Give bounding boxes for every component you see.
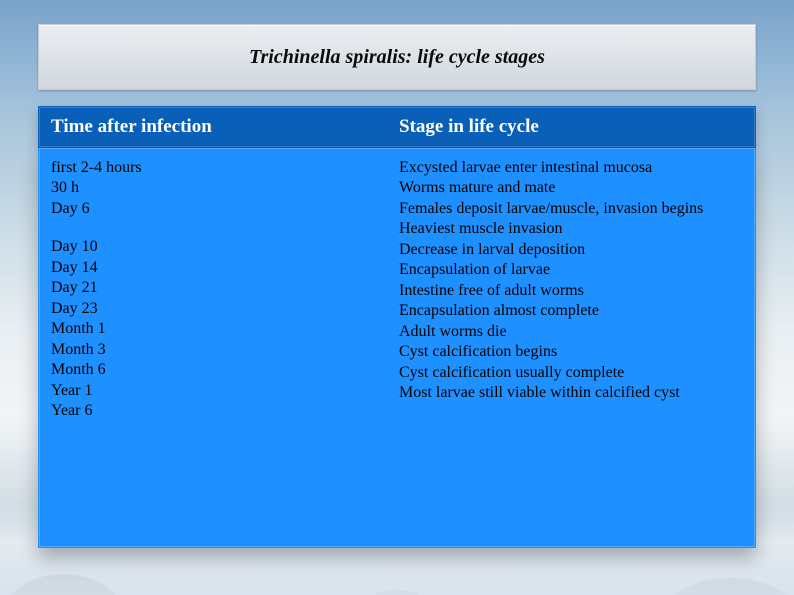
- table-body-row: first 2-4 hours 30 h Day 6 Day 10 Day 14…: [38, 148, 756, 548]
- time-cell: Day 10: [51, 237, 377, 257]
- time-cell: 30 h: [51, 178, 377, 198]
- stage-cell: Cyst calcification usually complete: [399, 363, 745, 383]
- title-bar: Trichinella spiralis: life cycle stages: [38, 24, 756, 90]
- time-cell: Day 23: [51, 299, 377, 319]
- slide-container: Trichinella spiralis: life cycle stages …: [38, 24, 756, 571]
- time-cell: Year 6: [51, 401, 377, 421]
- stage-cell: Intestine free of adult worms: [399, 281, 745, 301]
- stage-cell: Heaviest muscle invasion: [399, 219, 745, 239]
- stage-cell: Cyst calcification begins: [399, 342, 745, 362]
- time-cell: Day 14: [51, 258, 377, 278]
- time-cell: Year 1: [51, 381, 377, 401]
- stage-cell: Encapsulation almost complete: [399, 301, 745, 321]
- time-column: first 2-4 hours 30 h Day 6 Day 10 Day 14…: [39, 158, 387, 531]
- stage-cell: Worms mature and mate: [399, 178, 745, 198]
- time-cell: Month 6: [51, 360, 377, 380]
- table-header-row: Time after infection Stage in life cycle: [38, 106, 756, 148]
- stage-cell: Encapsulation of larvae: [399, 260, 745, 280]
- header-stage: Stage in life cycle: [387, 116, 755, 138]
- stage-cell: Decrease in larval deposition: [399, 240, 745, 260]
- stage-column: Excysted larvae enter intestinal mucosa …: [387, 158, 755, 531]
- time-cell: Month 3: [51, 340, 377, 360]
- stage-cell: Most larvae still viable within calcifie…: [399, 383, 745, 403]
- time-cell: Day 6: [51, 199, 377, 219]
- stage-cell: Females deposit larvae/muscle, invasion …: [399, 199, 745, 219]
- header-time: Time after infection: [39, 116, 387, 138]
- stage-cell: Adult worms die: [399, 322, 745, 342]
- time-cell: Day 21: [51, 278, 377, 298]
- slide-title: Trichinella spiralis: life cycle stages: [249, 46, 545, 69]
- stage-cell: Excysted larvae enter intestinal mucosa: [399, 158, 745, 178]
- time-cell: first 2-4 hours: [51, 158, 377, 178]
- time-cell: Month 1: [51, 319, 377, 339]
